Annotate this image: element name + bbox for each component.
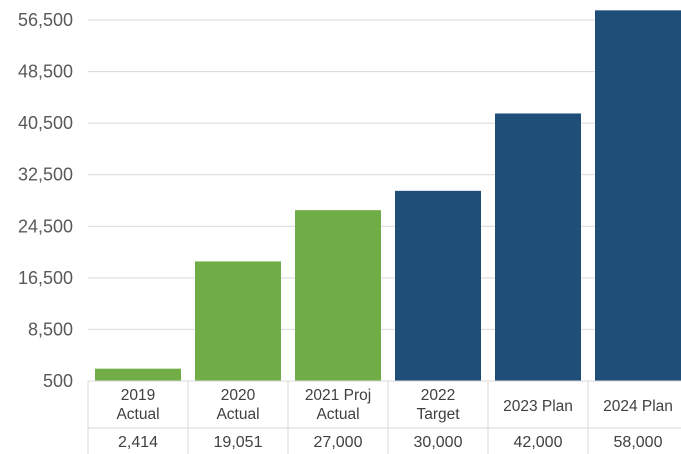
bar bbox=[95, 368, 181, 381]
y-tick-label: 32,500 bbox=[18, 165, 73, 185]
x-tick-label: 2022 Target bbox=[416, 387, 460, 423]
y-tick-label: 24,500 bbox=[18, 216, 73, 236]
x-tick-label: 2020 Actual bbox=[216, 387, 259, 423]
y-tick-label: 56,500 bbox=[18, 10, 73, 30]
data-label: 2,414 bbox=[118, 434, 158, 451]
data-label: 27,000 bbox=[314, 434, 363, 451]
x-tick-label: 2021 Proj Actual bbox=[305, 387, 371, 423]
gridlines bbox=[88, 19, 681, 330]
data-label: 19,051 bbox=[214, 434, 263, 451]
data-label: 42,000 bbox=[514, 434, 563, 451]
x-tick-label: 2019 Actual bbox=[116, 387, 159, 423]
y-tick-label: 8,500 bbox=[28, 319, 73, 339]
data-label: 58,000 bbox=[614, 434, 663, 451]
data-label: 30,000 bbox=[414, 434, 463, 451]
x-tick-label: 2023 Plan bbox=[503, 398, 573, 415]
y-tick-label: 48,500 bbox=[18, 62, 73, 82]
y-tick-label: 40,500 bbox=[18, 113, 73, 133]
y-tick-label: 16,500 bbox=[18, 268, 73, 288]
bars bbox=[95, 10, 681, 382]
bar bbox=[395, 190, 481, 381]
bar bbox=[495, 113, 581, 382]
y-axis: 500 8,500 16,500 24,500 32,500 40,500 48,500 56… bbox=[18, 10, 73, 391]
bar bbox=[595, 10, 681, 382]
data-table: 2019 Actual 2,414 2020 Actual 19,051 2021 Proj… bbox=[87, 380, 681, 454]
bar bbox=[295, 210, 381, 381]
x-tick-label: 2024 Plan bbox=[603, 398, 673, 415]
y-tick-label: 500 bbox=[43, 371, 73, 391]
bar bbox=[195, 261, 281, 381]
